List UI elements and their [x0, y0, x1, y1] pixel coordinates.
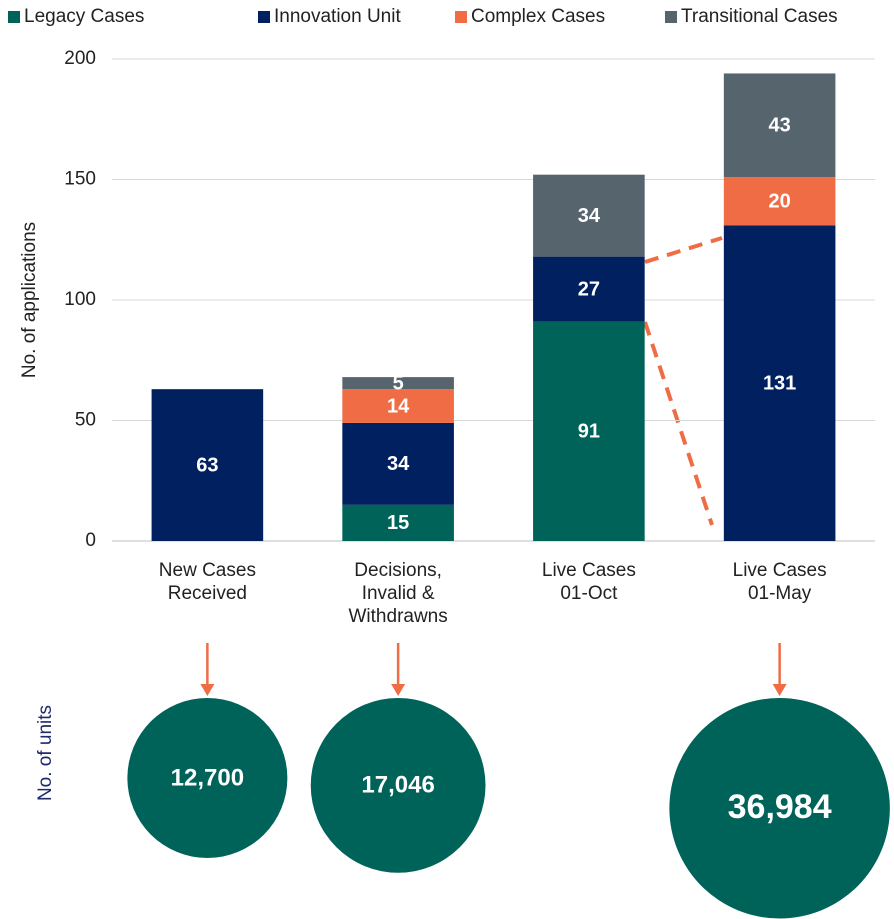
arrow-head: [772, 684, 787, 696]
y-tick-label: 50: [75, 410, 96, 431]
legend-swatch: [455, 11, 467, 23]
unit-circle: [310, 698, 486, 873]
x-tick-label: Live Cases 01-May: [732, 560, 827, 604]
data-label: 91: [578, 421, 600, 443]
bar-segment: [342, 504, 454, 541]
arrow-head: [200, 684, 215, 696]
y-tick-label: 100: [64, 289, 96, 310]
legend-swatch: [8, 11, 20, 23]
legend-label: Legacy Cases: [24, 6, 144, 27]
unit-label: 36,984: [728, 788, 832, 826]
data-label: 131: [763, 372, 796, 394]
bar-segment: [533, 174, 645, 257]
bar-segment: [342, 377, 454, 390]
bar-segment: [533, 256, 645, 322]
bar-segment: [342, 422, 454, 505]
legend-swatch: [665, 11, 677, 23]
y-axis-label: No. of applications: [19, 222, 40, 378]
data-label: 20: [769, 190, 791, 212]
connector: [643, 321, 714, 526]
legend-swatch: [258, 11, 270, 23]
bar-segment: [533, 321, 645, 541]
bar-segment: [723, 225, 836, 542]
bar-segment: [723, 177, 836, 226]
x-tick-label: New Cases Received: [158, 560, 256, 604]
unit-label: 17,046: [361, 772, 434, 799]
data-label: 34: [578, 205, 601, 227]
legend-label: Complex Cases: [471, 6, 605, 27]
units-label: No. of units: [35, 705, 56, 801]
data-label: 15: [387, 512, 409, 534]
y-tick-label: 0: [85, 530, 96, 551]
data-label: 34: [387, 453, 410, 475]
data-label: 27: [578, 278, 600, 300]
x-tick-label: Live Cases 01-Oct: [541, 560, 636, 604]
legend-label: Innovation Unit: [274, 6, 401, 27]
unit-circle: [669, 698, 890, 919]
data-label: 5: [393, 372, 404, 394]
data-label: 63: [196, 454, 218, 476]
data-label: 14: [387, 395, 410, 417]
data-label: 43: [769, 115, 791, 137]
unit-label: 12,700: [171, 764, 244, 791]
unit-circle: [127, 698, 288, 858]
legend-label: Transitional Cases: [681, 6, 838, 27]
bar-segment: [151, 389, 264, 541]
x-tick-label: Decisions, Invalid & Withdrawns: [348, 560, 448, 627]
arrow-head: [391, 684, 406, 696]
y-tick-label: 200: [64, 48, 96, 69]
y-tick-label: 150: [64, 169, 96, 190]
bar-segment: [342, 389, 454, 423]
bar-segment: [723, 73, 836, 178]
connector: [644, 236, 723, 264]
